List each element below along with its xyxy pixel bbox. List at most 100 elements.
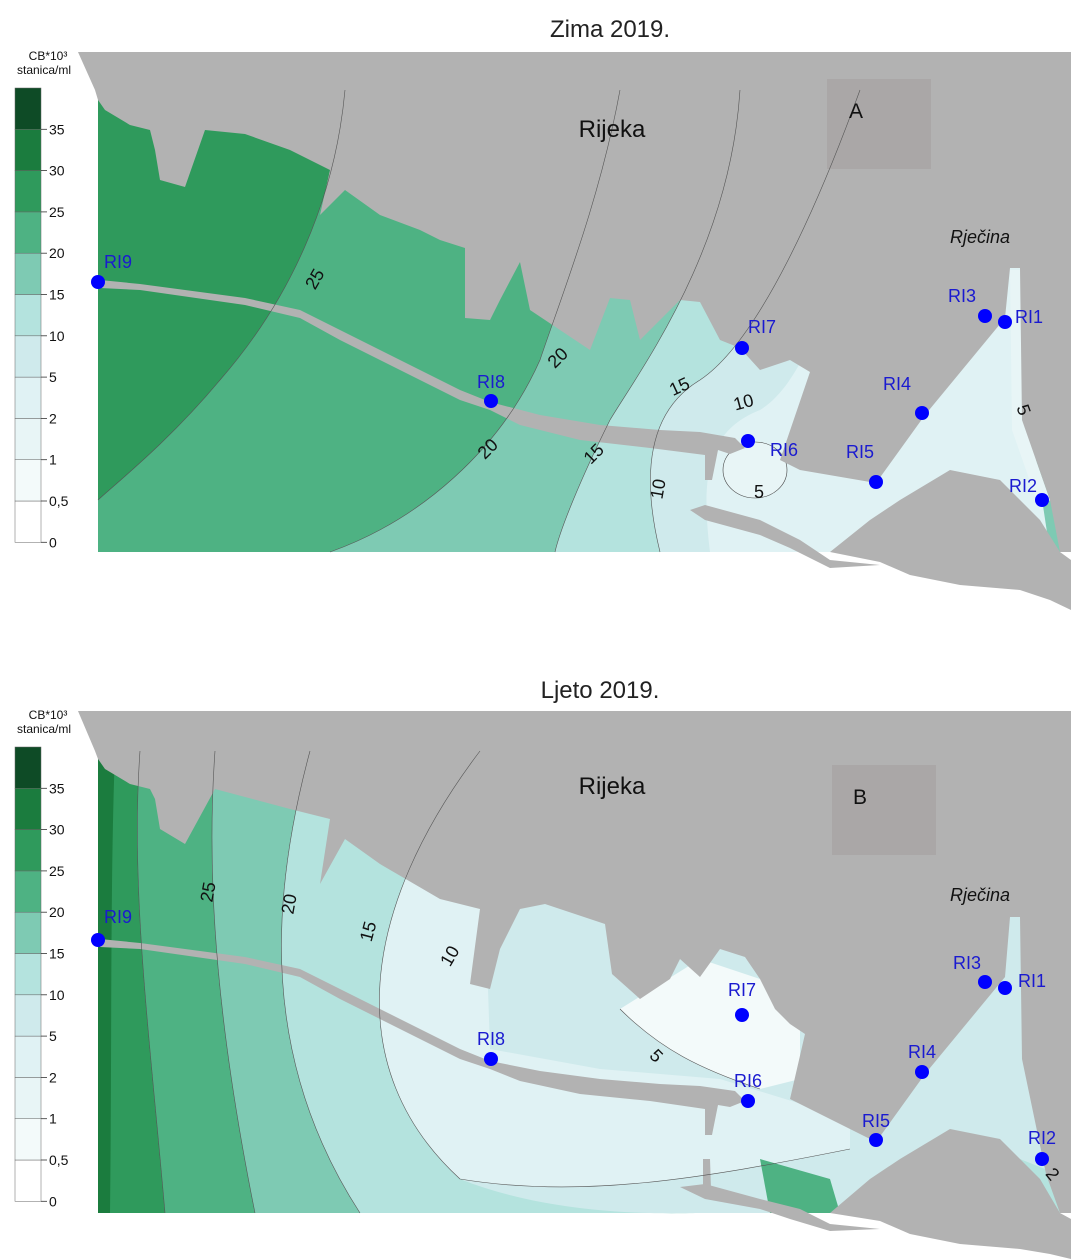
- station-label: RI4: [908, 1042, 936, 1062]
- legend-swatch: [14, 788, 42, 830]
- legend-tick-label: 2: [49, 410, 57, 426]
- legend-tick-label: 25: [49, 204, 65, 220]
- contour-lines: [97, 89, 861, 553]
- station-marker[interactable]: [484, 394, 498, 408]
- legend-swatch: [14, 500, 42, 543]
- station-marker[interactable]: [978, 309, 992, 323]
- station-label: RI1: [1015, 307, 1043, 327]
- station-marker[interactable]: [1035, 1152, 1049, 1166]
- legend-tick-label: 30: [49, 822, 65, 838]
- station-label: RI2: [1009, 476, 1037, 496]
- legend-tick-label: 35: [49, 121, 65, 137]
- station-marker[interactable]: [998, 315, 1012, 329]
- contour-label: 20: [278, 892, 301, 915]
- station-label: RI7: [748, 317, 776, 337]
- station-marker[interactable]: [741, 434, 755, 448]
- stations: RI1 RI2 RI3 RI4 RI5 RI6 RI7 RI8 RI9: [91, 907, 1056, 1166]
- station-marker[interactable]: [735, 1008, 749, 1022]
- legend-swatch: [14, 1035, 42, 1078]
- legend-swatch: [14, 1077, 42, 1119]
- station-label: RI4: [883, 374, 911, 394]
- legend-tick-label: 5: [49, 369, 57, 385]
- legend-tick-label: 2: [49, 1069, 57, 1085]
- map-title-winter: Zima 2019.: [549, 16, 671, 43]
- contour-lines: [137, 750, 851, 1214]
- map-title-summer: Ljeto 2019.: [540, 677, 660, 704]
- legend-swatch: [14, 335, 42, 378]
- legend-unit-line2: stanica/ml: [17, 63, 71, 77]
- station-marker[interactable]: [998, 981, 1012, 995]
- station-label: RI9: [104, 907, 132, 927]
- legend-tick-label: 20: [49, 245, 65, 261]
- station-label: RI5: [846, 442, 874, 462]
- station-marker[interactable]: [484, 1052, 498, 1066]
- legend-swatch: [14, 170, 42, 213]
- station-label: RI5: [862, 1111, 890, 1131]
- station-marker[interactable]: [915, 406, 929, 420]
- station-marker[interactable]: [741, 1094, 755, 1108]
- legend-swatch: [14, 746, 42, 789]
- contour-label: 25: [197, 880, 220, 903]
- legend-swatch: [14, 829, 42, 872]
- legend-unit-line1: CB*10³: [29, 49, 68, 63]
- legend-swatch: [14, 994, 42, 1037]
- contour-label: 5: [754, 482, 764, 502]
- station-label: RI8: [477, 372, 505, 392]
- station-marker[interactable]: [91, 275, 105, 289]
- station-marker[interactable]: [735, 341, 749, 355]
- legend-tick-label: 5: [49, 1028, 57, 1044]
- station-label: RI1: [1018, 971, 1046, 991]
- station-marker[interactable]: [978, 975, 992, 989]
- stations: RI1 RI2 RI3 RI4 RI5 RI6 RI7 RI8 RI9: [91, 252, 1049, 507]
- legend-tick-label: 0: [49, 1193, 57, 1209]
- station-marker[interactable]: [1035, 493, 1049, 507]
- legend-swatch: [14, 129, 42, 171]
- land-area: [78, 711, 1071, 1259]
- legend-swatch: [14, 418, 42, 460]
- legend-swatch: [14, 459, 42, 502]
- legend-tick-label: 10: [49, 987, 65, 1003]
- station-label: RI7: [728, 980, 756, 1000]
- station-label: RI3: [953, 953, 981, 973]
- legend-swatch: [14, 953, 42, 996]
- legend-tick-label: 25: [49, 863, 65, 879]
- legend-swatch: [14, 376, 42, 419]
- city-label: Rijeka: [579, 116, 646, 143]
- legend-color-bar: [14, 746, 42, 1202]
- legend-tick-label: 15: [49, 287, 65, 303]
- legend-tick-label: 20: [49, 904, 65, 920]
- legend-swatch: [14, 211, 42, 254]
- panel-letter: B: [853, 786, 867, 809]
- station-label: RI3: [948, 286, 976, 306]
- legend-swatch: [14, 252, 42, 295]
- station-marker[interactable]: [869, 1133, 883, 1147]
- legend-swatch: [14, 1159, 42, 1202]
- station-label: RI6: [734, 1071, 762, 1091]
- legend-tick-label: 0,5: [49, 1152, 69, 1168]
- legend-unit-line1: CB*10³: [29, 708, 68, 722]
- legend-tick-label: 30: [49, 163, 65, 179]
- city-label: Rijeka: [579, 773, 646, 800]
- legend-swatch: [14, 1118, 42, 1161]
- panel-letter: A: [849, 100, 863, 123]
- legend-swatch: [14, 294, 42, 337]
- legend-swatch: [14, 87, 42, 130]
- legend-tick-label: 10: [49, 328, 65, 344]
- legend-tick-label: 15: [49, 946, 65, 962]
- station-marker[interactable]: [91, 933, 105, 947]
- land-area: [78, 52, 1071, 610]
- river-label: Rječina: [950, 885, 1010, 905]
- station-marker[interactable]: [869, 475, 883, 489]
- legend-tick-label: 1: [49, 452, 57, 468]
- legend-tick-label: 0: [49, 534, 57, 550]
- legend-swatch: [14, 870, 42, 913]
- station-marker[interactable]: [915, 1065, 929, 1079]
- station-label: RI8: [477, 1029, 505, 1049]
- river-label: Rječina: [950, 227, 1010, 247]
- legend-unit-line2: stanica/ml: [17, 722, 71, 736]
